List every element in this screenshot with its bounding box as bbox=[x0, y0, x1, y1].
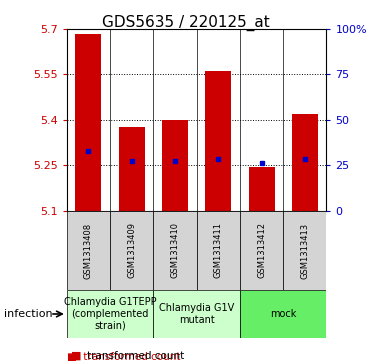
Text: GSM1313408: GSM1313408 bbox=[84, 223, 93, 278]
Bar bbox=[153, 29, 197, 211]
Text: GSM1313409: GSM1313409 bbox=[127, 223, 136, 278]
Bar bbox=[249, 167, 275, 211]
Text: GSM1313410: GSM1313410 bbox=[171, 223, 180, 278]
Bar bbox=[205, 71, 231, 211]
Bar bbox=[110, 211, 153, 290]
Text: GSM1313413: GSM1313413 bbox=[301, 223, 309, 278]
Bar bbox=[240, 290, 326, 338]
Bar bbox=[67, 290, 153, 338]
Bar bbox=[153, 290, 240, 338]
Bar bbox=[197, 211, 240, 290]
Bar bbox=[240, 211, 283, 290]
Text: ■  transformed count: ■ transformed count bbox=[67, 352, 180, 362]
Text: GDS5635 / 220125_at: GDS5635 / 220125_at bbox=[102, 15, 269, 31]
Bar bbox=[162, 120, 188, 211]
Bar bbox=[75, 34, 101, 211]
Bar bbox=[283, 211, 326, 290]
Bar bbox=[67, 29, 110, 211]
Bar bbox=[292, 114, 318, 211]
Text: transformed count: transformed count bbox=[87, 351, 184, 361]
Text: GSM1313411: GSM1313411 bbox=[214, 223, 223, 278]
Text: GSM1313412: GSM1313412 bbox=[257, 223, 266, 278]
Text: ■: ■ bbox=[70, 351, 81, 361]
Text: Chlamydia G1TEPP
(complemented
strain): Chlamydia G1TEPP (complemented strain) bbox=[64, 297, 156, 331]
Text: infection: infection bbox=[4, 309, 52, 319]
Text: mock: mock bbox=[270, 309, 296, 319]
Bar bbox=[197, 29, 240, 211]
Bar bbox=[283, 29, 326, 211]
Bar bbox=[119, 127, 145, 211]
Bar bbox=[110, 29, 153, 211]
Text: Chlamydia G1V
mutant: Chlamydia G1V mutant bbox=[159, 303, 234, 325]
Bar bbox=[240, 29, 283, 211]
Bar bbox=[67, 211, 110, 290]
Bar bbox=[153, 211, 197, 290]
